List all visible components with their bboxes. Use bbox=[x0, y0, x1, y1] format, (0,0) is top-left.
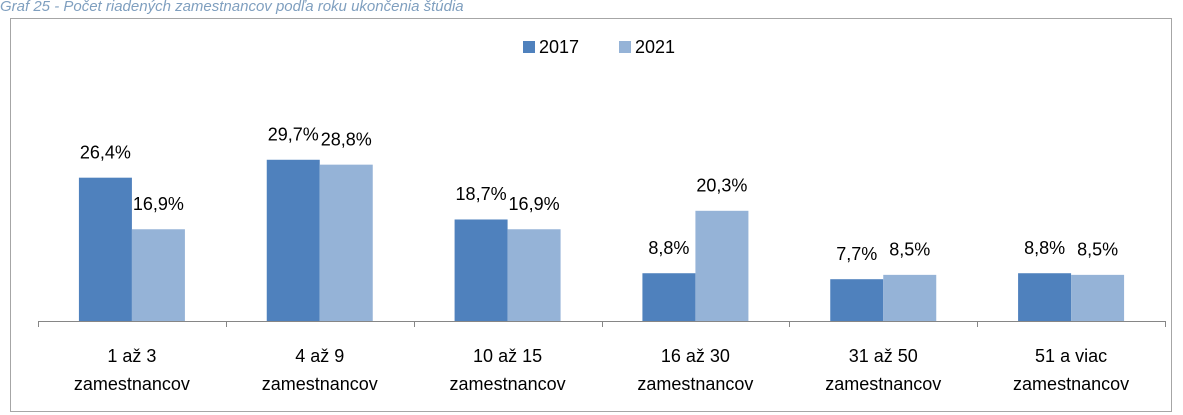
data-label: 7,7% bbox=[836, 244, 877, 264]
bar bbox=[507, 229, 561, 321]
data-label: 8,8% bbox=[648, 238, 689, 258]
data-label: 20,3% bbox=[696, 176, 747, 196]
data-label: 16,9% bbox=[509, 194, 560, 214]
x-tick-label: 51 a viac zamestnancov bbox=[1013, 346, 1129, 394]
bar bbox=[830, 279, 884, 321]
data-label: 26,4% bbox=[80, 142, 131, 162]
bar bbox=[883, 274, 937, 321]
data-label: 8,8% bbox=[1024, 238, 1065, 258]
x-tick-label: 31 až 50 zamestnancov bbox=[825, 346, 941, 394]
bar bbox=[642, 273, 696, 321]
legend-label: 2017 bbox=[539, 37, 579, 57]
bar bbox=[454, 219, 508, 321]
bar bbox=[78, 177, 132, 321]
x-tick-label: 10 až 15 zamestnancov bbox=[450, 346, 566, 394]
legend-swatch bbox=[523, 41, 535, 53]
bar bbox=[319, 164, 373, 321]
bar bbox=[131, 229, 185, 321]
x-tick-label: 16 až 30 zamestnancov bbox=[637, 346, 753, 394]
legend-label: 2021 bbox=[635, 37, 675, 57]
data-label: 18,7% bbox=[456, 184, 507, 204]
data-label: 29,7% bbox=[268, 125, 319, 145]
bar bbox=[695, 210, 749, 321]
x-tick-label: 4 až 9 zamestnancov bbox=[262, 346, 378, 394]
data-label: 16,9% bbox=[133, 194, 184, 214]
chart-frame bbox=[10, 18, 1172, 412]
chart-title: Graf 25 - Počet riadených zamestnancov p… bbox=[0, 0, 464, 15]
data-label: 28,8% bbox=[321, 129, 372, 149]
data-label: 8,5% bbox=[1077, 240, 1118, 260]
x-tick-label: 1 až 3 zamestnancov bbox=[74, 346, 190, 394]
data-label: 8,5% bbox=[889, 240, 930, 260]
bar bbox=[266, 159, 320, 321]
legend-swatch bbox=[619, 41, 631, 53]
bar bbox=[1018, 273, 1072, 321]
bar bbox=[1071, 274, 1125, 321]
